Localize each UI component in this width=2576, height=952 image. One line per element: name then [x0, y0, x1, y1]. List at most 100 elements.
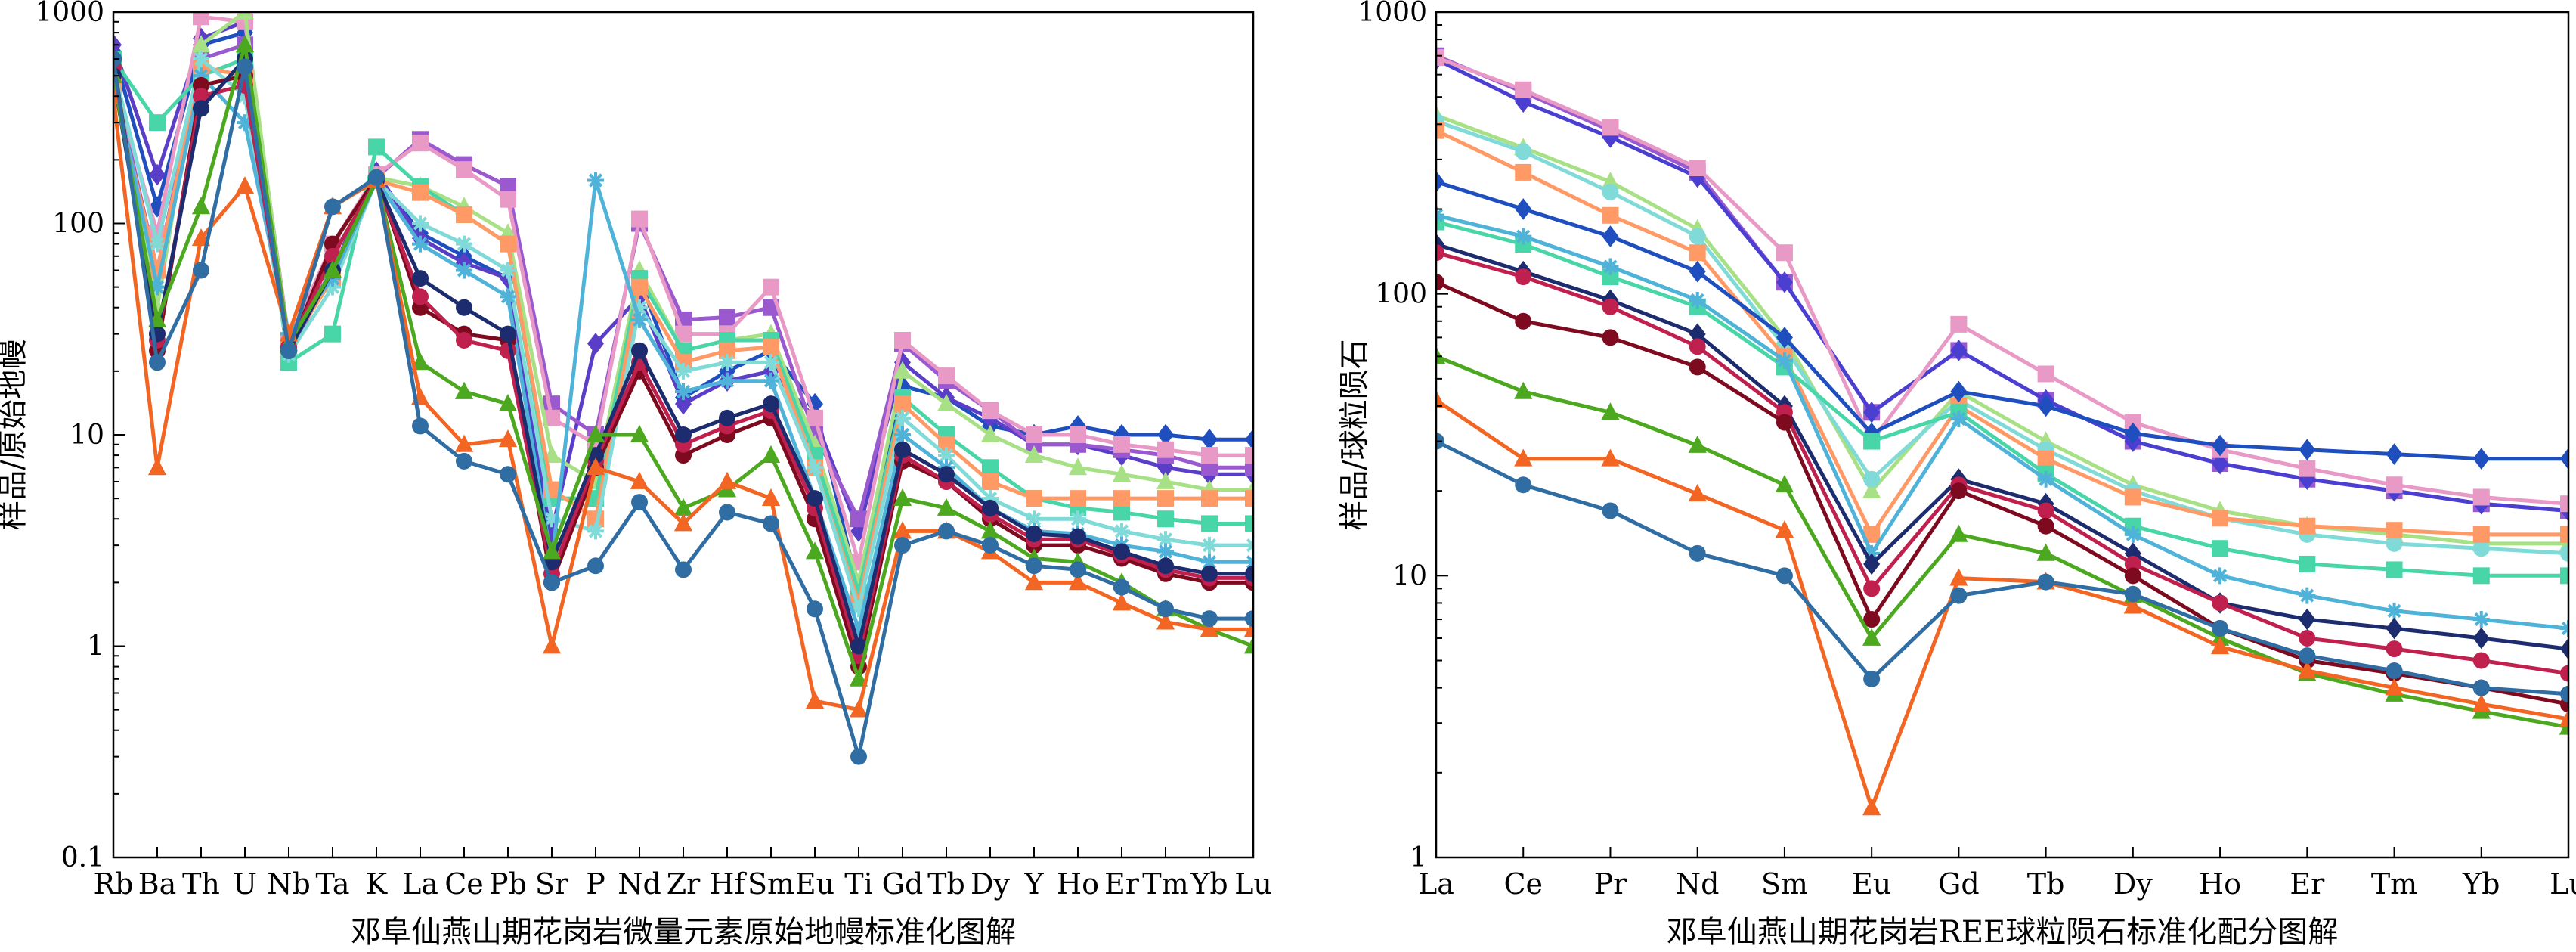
series-13: [1436, 389, 2568, 816]
data-point: [2472, 627, 2490, 650]
data-point: [2472, 694, 2491, 712]
data-point: [237, 58, 253, 76]
data-point: [235, 12, 255, 20]
data-point: [2037, 502, 2054, 519]
x-tick-label: La: [402, 867, 438, 901]
series-line: [1436, 179, 2568, 461]
data-point: [2037, 517, 2054, 535]
data-point: [2124, 488, 2141, 506]
data-point: [368, 169, 385, 186]
data-point: [1515, 143, 1532, 160]
data-point: [719, 409, 735, 426]
data-point: [719, 354, 735, 371]
data-point: [807, 490, 823, 507]
data-point: [631, 494, 648, 511]
data-point: [500, 262, 516, 279]
data-point: [631, 311, 648, 328]
x-tick-label: Tb: [927, 867, 965, 901]
data-point: [937, 393, 956, 412]
data-point: [1245, 515, 1253, 532]
series-13: [113, 86, 1253, 718]
data-point: [2037, 395, 2054, 417]
data-point: [1601, 172, 1620, 190]
data-point: [1245, 610, 1253, 628]
data-point: [2560, 685, 2568, 702]
data-point: [2386, 662, 2403, 680]
series-line: [1436, 113, 2568, 546]
data-point: [807, 459, 823, 476]
series-5: [1436, 122, 2568, 543]
x-tick-label: Eu: [1852, 867, 1891, 901]
data-point: [1026, 525, 1042, 542]
data-point: [1950, 340, 1968, 361]
data-point: [850, 748, 867, 765]
data-point: [324, 278, 341, 296]
x-tick-label: Ba: [138, 867, 177, 901]
data-point: [675, 362, 692, 380]
y-tick-label: 10: [1392, 560, 1427, 591]
data-point: [2299, 439, 2316, 460]
x-tick-label: Ho: [2199, 867, 2241, 901]
data-point: [2212, 510, 2229, 527]
data-point: [1689, 260, 1706, 283]
data-point: [1863, 580, 1881, 597]
data-point: [2210, 636, 2230, 655]
data-point: [2472, 488, 2490, 506]
data-point: [1689, 358, 1706, 376]
data-point: [1113, 436, 1130, 453]
series-line: [1436, 57, 2568, 513]
data-point: [1688, 484, 1707, 502]
data-point: [2212, 594, 2229, 612]
data-point: [893, 361, 912, 379]
data-point: [982, 499, 999, 516]
data-point: [850, 637, 867, 655]
data-point: [1602, 502, 1619, 519]
data-point: [456, 299, 472, 316]
data-point: [454, 381, 474, 399]
data-point: [543, 510, 560, 528]
x-tick-label: Sm: [1761, 867, 1808, 901]
data-point: [2385, 678, 2404, 696]
x-tick-label: Eu: [795, 867, 834, 901]
data-point: [1070, 561, 1086, 578]
data-point: [1157, 441, 1174, 458]
data-point: [587, 333, 604, 355]
data-point: [2560, 544, 2568, 562]
data-point: [1026, 510, 1042, 528]
data-point: [719, 309, 735, 326]
data-point: [2124, 567, 2141, 585]
data-point: [2124, 422, 2141, 445]
data-point: [412, 215, 429, 232]
data-point: [193, 100, 209, 117]
data-point: [500, 235, 516, 253]
data-point: [850, 600, 867, 618]
data-point: [193, 51, 209, 68]
y-tick-label: 1000: [1358, 0, 1427, 28]
data-point: [2299, 555, 2316, 572]
data-point: [2212, 567, 2229, 585]
data-point: [2386, 535, 2403, 552]
x-tick-label: P: [586, 867, 605, 901]
series-8: [1436, 206, 2568, 637]
data-point: [500, 466, 516, 483]
data-point: [280, 342, 297, 359]
data-point: [1026, 557, 1042, 575]
data-point: [894, 332, 911, 349]
x-tick-label: Y: [1023, 867, 1044, 901]
data-point: [1863, 553, 1881, 575]
data-point: [893, 521, 912, 539]
data-point: [1070, 490, 1086, 507]
data-point: [982, 537, 999, 554]
data-point: [1201, 490, 1218, 507]
data-point: [1602, 258, 1619, 275]
series-10: [1436, 244, 2568, 682]
data-point: [1776, 352, 1793, 369]
data-point: [850, 510, 867, 528]
data-point: [1245, 565, 1253, 582]
x-tick-label: Pb: [489, 867, 527, 901]
series-line: [1436, 220, 2568, 578]
data-point: [2472, 526, 2490, 543]
data-point: [2124, 414, 2141, 431]
x-tick-label: Sr: [535, 867, 569, 901]
data-point: [1201, 515, 1218, 532]
